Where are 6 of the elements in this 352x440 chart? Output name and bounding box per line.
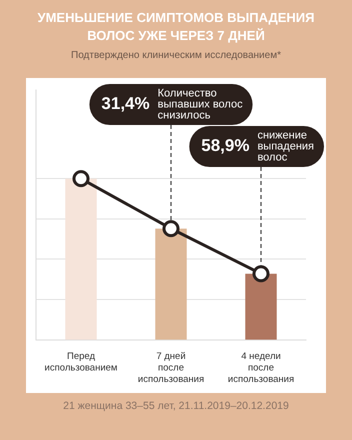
- chart-subtitle: Подтверждено клиническим исследованием*: [70, 50, 282, 61]
- x-tick-label: Перед использованием: [44, 351, 118, 374]
- x-tick-label: 7 дней после использования: [138, 351, 204, 385]
- x-tick-label: 4 недели после использования: [228, 351, 294, 385]
- chart-title: УМЕНЬШЕНИЕ СИМПТОМОВ ВЫПАДЕНИЯ ВОЛОС УЖЕ ЧЕРЕЗ 7 ДНЕЙ: [36, 9, 316, 45]
- text: 21 женщина 33–55 лет, 21.11.2019–20.12.2019: [62, 400, 290, 412]
